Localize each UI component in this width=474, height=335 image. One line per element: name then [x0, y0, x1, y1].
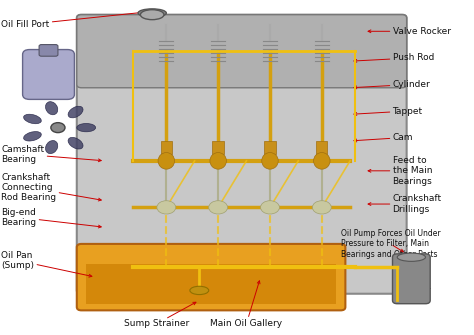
Ellipse shape — [397, 253, 426, 261]
Bar — [86, 264, 336, 304]
Ellipse shape — [24, 114, 41, 124]
Ellipse shape — [68, 106, 83, 118]
Text: Valve Rocker: Valve Rocker — [368, 27, 450, 36]
Text: Camshaft
Bearing: Camshaft Bearing — [1, 144, 101, 164]
Text: Feed to
the Main
Bearings: Feed to the Main Bearings — [368, 156, 432, 186]
Text: Crankshaft
Drillings: Crankshaft Drillings — [368, 194, 442, 214]
Text: Oil Filter: Oil Filter — [392, 281, 430, 295]
Text: Push Rod: Push Rod — [354, 53, 434, 62]
FancyBboxPatch shape — [77, 244, 346, 310]
Text: Main Oil Gallery: Main Oil Gallery — [210, 281, 283, 328]
Text: Crankshaft
Connecting
Rod Bearing: Crankshaft Connecting Rod Bearing — [1, 173, 101, 202]
FancyBboxPatch shape — [39, 45, 58, 56]
FancyBboxPatch shape — [23, 50, 74, 99]
Text: Sump Strainer: Sump Strainer — [124, 302, 196, 328]
FancyBboxPatch shape — [77, 15, 407, 294]
Ellipse shape — [51, 123, 65, 133]
Ellipse shape — [209, 201, 228, 214]
FancyBboxPatch shape — [77, 15, 407, 88]
Text: Oil Pump Forces Oil Under
Pressure to Filter, Main
Bearings and Other Parts: Oil Pump Forces Oil Under Pressure to Fi… — [341, 229, 440, 259]
Ellipse shape — [157, 201, 176, 214]
Bar — [264, 141, 276, 154]
Ellipse shape — [68, 137, 83, 149]
Ellipse shape — [138, 9, 166, 17]
Ellipse shape — [77, 124, 96, 132]
Text: Tappet: Tappet — [354, 107, 423, 116]
Bar — [161, 141, 172, 154]
Ellipse shape — [140, 10, 164, 20]
Ellipse shape — [46, 140, 58, 154]
Ellipse shape — [312, 201, 331, 214]
Bar — [316, 141, 328, 154]
Ellipse shape — [190, 286, 209, 294]
FancyBboxPatch shape — [392, 254, 430, 304]
Ellipse shape — [158, 152, 174, 169]
Ellipse shape — [46, 102, 58, 115]
Ellipse shape — [314, 152, 330, 169]
Bar — [212, 141, 224, 154]
Text: Big-end
Bearing: Big-end Bearing — [1, 208, 101, 228]
Ellipse shape — [24, 132, 41, 141]
Text: Cylinder: Cylinder — [354, 80, 430, 89]
Ellipse shape — [210, 152, 227, 169]
Text: Oil Fill Port: Oil Fill Port — [1, 11, 148, 29]
Text: Oil Pan
(Sump): Oil Pan (Sump) — [1, 251, 92, 277]
Text: Cam: Cam — [354, 133, 413, 142]
Ellipse shape — [261, 201, 279, 214]
Ellipse shape — [262, 152, 278, 169]
